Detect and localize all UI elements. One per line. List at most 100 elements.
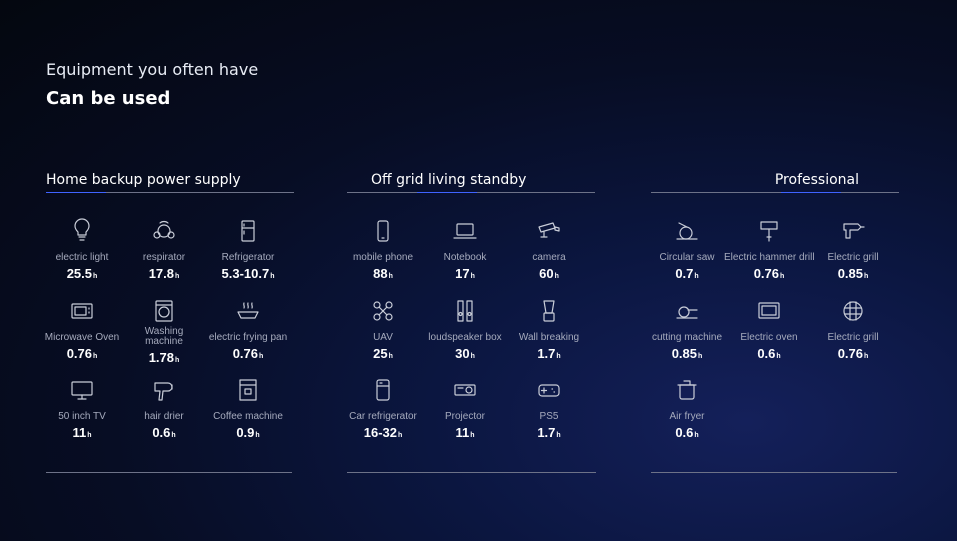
equipment-label: Electric hammer drill [724,252,815,263]
section-underline-accent [781,192,841,193]
runtime-value: 88h [338,266,428,281]
air-fryer-icon [674,377,700,403]
equipment-label: Washing machine [144,326,184,347]
equipment-item: PS5 1.7h [504,377,594,440]
section-0: Home backup power supply electric light 25… [45,170,294,440]
hammer-drill-icon [756,218,782,244]
runtime-number: 0.76 [837,346,864,361]
washing-machine-icon [151,298,177,324]
divider [46,472,292,473]
runtime-value: 5.3-10.7h [203,266,293,281]
car-fridge-icon [370,377,396,403]
runtime-value: 0.76h [808,346,898,361]
runtime-number: 1.7 [537,425,556,440]
equipment-item: Coffee machine 0.9h [203,377,293,440]
respirator-icon [151,218,177,244]
equipment-label: electric frying pan [208,332,288,343]
equipment-label: cutting machine [651,332,723,343]
equipment-item: cutting machine 0.85h [642,298,732,361]
section-underline-accent [46,192,106,193]
runtime-value: 11h [37,425,127,440]
runtime-unit: h [780,273,785,280]
runtime-value: 0.6h [724,346,814,361]
runtime-value: 16-32h [338,425,428,440]
runtime-unit: h [694,432,699,439]
subtitle: Equipment you often have [46,60,259,79]
equipment-label: Microwave Oven [44,332,120,343]
equipment-label: Refrigerator [221,252,275,263]
runtime-number: 30 [455,346,470,361]
circular-saw-icon [674,218,700,244]
equipment-item: UAV 25h [338,298,428,361]
equipment-item: mobile phone 88h [338,218,428,281]
equipment-label: UAV [373,332,393,343]
equipment-item: Washing machine 1.78h [119,298,209,365]
runtime-number: 11 [72,425,87,440]
runtime-number: 0.6 [675,425,694,440]
equipment-item: Notebook 17h [420,218,510,281]
equipment-label: Circular saw [659,252,715,263]
equipment-label: 50 inch TV [58,411,106,422]
runtime-number: 25 [373,346,388,361]
bulb-icon [69,218,95,244]
equipment-label: Projector [444,411,485,422]
equipment-label: Electric oven [740,332,798,343]
runtime-unit: h [864,273,869,280]
runtime-value: 1.7h [504,425,594,440]
equipment-label: Electric grill [827,252,879,263]
grill-icon [840,298,866,324]
runtime-number: 1.7 [537,346,556,361]
equipment-label: loudspeaker box [428,332,502,343]
divider [347,472,596,473]
runtime-value: 0.85h [642,346,732,361]
runtime-unit: h [556,353,561,360]
equipment-label: camera [532,252,566,263]
drill-icon [840,218,866,244]
runtime-number: 60 [539,266,554,281]
equipment-item: loudspeaker box 30h [420,298,510,361]
equipment-label: Electric grill [827,332,879,343]
runtime-number: 0.85 [671,346,698,361]
runtime-unit: h [554,273,559,280]
runtime-unit: h [255,432,260,439]
equipment-label: PS5 [539,411,559,422]
runtime-number: 17.8 [148,266,175,281]
equipment-item: Electric oven 0.6h [724,298,814,361]
runtime-unit: h [175,357,180,364]
equipment-item: hair drier 0.6h [119,377,209,440]
cutting-machine-icon [674,298,700,324]
equipment-label: hair drier [144,411,184,422]
runtime-unit: h [259,353,264,360]
equipment-item: Microwave Oven 0.76h [37,298,127,361]
runtime-unit: h [470,432,475,439]
section-underline-accent [417,192,477,193]
laptop-icon [452,218,478,244]
runtime-number: 88 [373,266,388,281]
equipment-item: electric frying pan 0.76h [203,298,293,361]
section-title: Off grid living standby [371,172,527,188]
speaker-icon [452,298,478,324]
drone-icon [370,298,396,324]
runtime-number: 5.3-10.7 [221,266,270,281]
runtime-value: 17h [420,266,510,281]
runtime-value: 0.85h [808,266,898,281]
runtime-value: 0.76h [37,346,127,361]
coffee-machine-icon [235,377,261,403]
section-underline [651,192,899,193]
projector-icon [452,377,478,403]
tv-icon [69,377,95,403]
equipment-item: Electric grill 0.76h [808,298,898,361]
equipment-label: Car refrigerator [349,411,417,422]
runtime-unit: h [864,353,869,360]
equipment-item: 50 inch TV 11h [37,377,127,440]
runtime-number: 0.85 [837,266,864,281]
runtime-unit: h [470,353,475,360]
runtime-number: 25.5 [66,266,93,281]
runtime-number: 1.78 [148,350,175,365]
runtime-value: 0.76h [724,266,814,281]
runtime-number: 0.76 [753,266,780,281]
runtime-number: 0.6 [152,425,171,440]
runtime-value: 30h [420,346,510,361]
runtime-value: 17.8h [119,266,209,281]
runtime-number: 0.9 [236,425,255,440]
